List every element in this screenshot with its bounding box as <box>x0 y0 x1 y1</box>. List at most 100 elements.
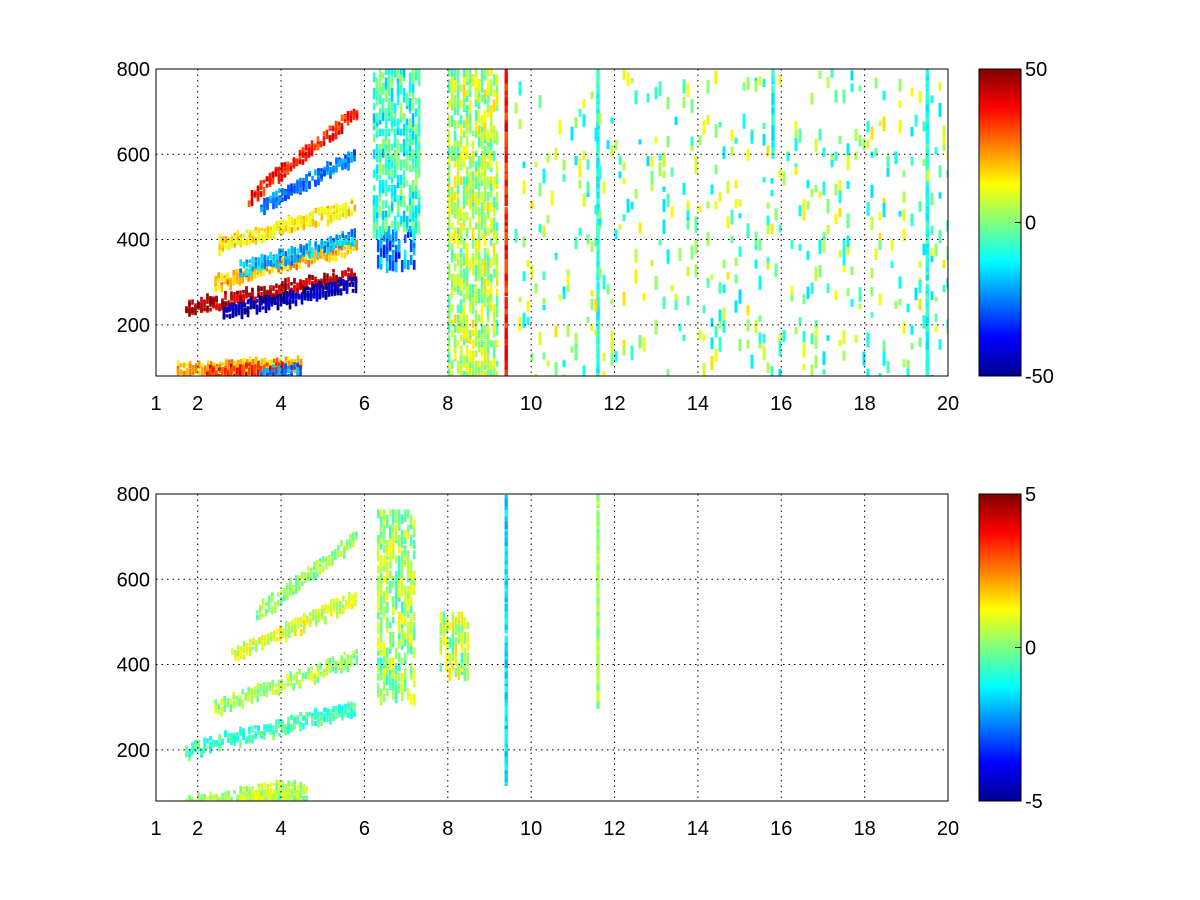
heatmap-cell <box>264 634 267 642</box>
heatmap-cell <box>388 581 392 594</box>
heatmap-cell <box>325 670 328 676</box>
heatmap-cell <box>390 185 394 198</box>
heatmap-cell <box>330 598 333 605</box>
heatmap-cell <box>858 85 862 92</box>
heatmap-cell <box>329 211 333 217</box>
heatmap-cell <box>642 337 646 352</box>
heatmap-cell <box>390 98 394 110</box>
heatmap-cell <box>582 151 586 160</box>
heatmap-cell <box>397 239 401 253</box>
heatmap-cell <box>267 299 271 304</box>
heatmap-cell <box>275 190 278 197</box>
heatmap-cell <box>233 741 236 747</box>
heatmap-cell <box>308 274 311 280</box>
heatmap-cell <box>898 78 902 92</box>
heatmap-cell <box>278 732 281 737</box>
heatmap-cell <box>334 120 338 129</box>
heatmap-cell <box>319 254 322 258</box>
heatmap-cell <box>258 302 262 310</box>
heatmap-cell <box>480 125 484 139</box>
heatmap-cell <box>562 159 566 171</box>
heatmap-cell <box>276 303 280 307</box>
heatmap-cell <box>522 183 526 194</box>
heatmap-cell <box>343 547 346 553</box>
heatmap-cell <box>459 278 463 291</box>
heatmap-cell <box>382 642 386 657</box>
heatmap-cell <box>465 355 469 364</box>
heatmap-cell <box>378 144 382 151</box>
heatmap-cell <box>209 791 212 798</box>
heatmap-cell <box>297 295 301 300</box>
heatmap-cell <box>842 89 846 104</box>
heatmap-cell <box>302 783 305 788</box>
heatmap-cell <box>686 220 690 230</box>
heatmap-cell <box>353 234 356 241</box>
heatmap-cell <box>486 79 490 93</box>
heatmap-cell <box>305 221 309 227</box>
heatmap-cell <box>397 662 401 671</box>
heatmap-cell <box>778 169 782 179</box>
heatmap-cell <box>459 248 463 258</box>
heatmap-cell <box>304 144 308 151</box>
heatmap-cell <box>450 186 454 197</box>
heatmap-cell <box>397 673 401 682</box>
heatmap-cell <box>504 370 508 376</box>
heatmap-cell <box>447 304 451 318</box>
heatmap-cell <box>486 161 490 170</box>
heatmap-cell <box>474 161 478 172</box>
heatmap-cell <box>822 351 826 366</box>
heatmap-cell <box>280 259 283 266</box>
heatmap-cell <box>462 370 466 376</box>
heatmap-cell <box>248 377 251 381</box>
heatmap-cell <box>350 241 353 247</box>
heatmap-cell <box>504 153 508 163</box>
heatmap-cell <box>378 149 382 163</box>
heatmap-cell <box>337 545 340 551</box>
heatmap-cell <box>248 356 252 363</box>
heatmap-cell <box>489 340 493 347</box>
heatmap-cell <box>412 693 416 706</box>
heatmap-cell <box>280 266 283 271</box>
heatmap-cell <box>582 365 586 376</box>
heatmap-cell <box>387 98 391 112</box>
heatmap-cell <box>260 733 263 739</box>
heatmap-cell <box>347 234 350 240</box>
heatmap-cell <box>402 144 406 157</box>
heatmap-cell <box>814 266 818 281</box>
heatmap-cell <box>771 75 775 83</box>
heatmap-cell <box>296 181 299 188</box>
heatmap-cell <box>224 301 227 307</box>
heatmap-cell <box>393 185 397 195</box>
heatmap-cell <box>224 801 227 807</box>
heatmap-cell <box>462 335 466 346</box>
heatmap-cell <box>818 191 822 198</box>
y-tick-label: 400 <box>117 230 150 252</box>
heatmap-cell <box>262 689 265 697</box>
heatmap-cell <box>462 314 466 324</box>
heatmap-cell <box>447 294 451 308</box>
heatmap-cell <box>212 378 215 386</box>
heatmap-cell <box>334 131 338 135</box>
heatmap-cell <box>337 247 340 253</box>
heatmap-cell <box>682 182 686 195</box>
heatmap-cell <box>465 115 469 125</box>
heatmap-cell <box>397 555 401 569</box>
heatmap-cell <box>263 789 266 797</box>
heatmap-cell <box>602 181 606 194</box>
heatmap-cell <box>185 803 188 806</box>
heatmap-cell <box>299 365 302 370</box>
heatmap-cell <box>474 309 478 317</box>
heatmap-cell <box>333 601 336 609</box>
heatmap-cell <box>397 509 401 521</box>
heatmap-cell <box>710 274 714 280</box>
heatmap-cell <box>309 612 312 616</box>
heatmap-cell <box>409 673 413 680</box>
heatmap-cell <box>298 149 302 157</box>
heatmap-cell <box>275 196 278 202</box>
heatmap-cell <box>248 734 251 741</box>
heatmap-cell <box>596 268 600 275</box>
heatmap-cell <box>734 180 738 189</box>
heatmap-cell <box>347 210 351 217</box>
heatmap-cell <box>296 792 299 799</box>
heatmap-cell <box>754 259 758 269</box>
